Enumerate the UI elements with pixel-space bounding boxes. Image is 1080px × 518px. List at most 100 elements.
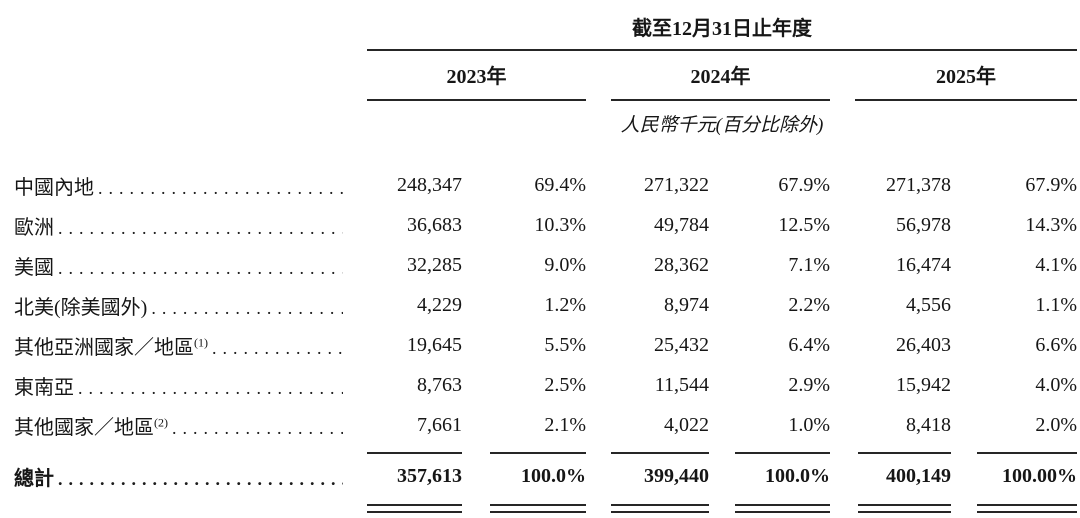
percent-cell: 6.4% [788,333,830,356]
year-2025-header: 2025年 [855,51,1077,101]
year-2023-header: 2023年 [367,51,586,101]
value-cell: 15,942 [896,373,951,396]
unit-note: 人民幣千元(百分比除外) [620,115,824,136]
double-rule [858,504,951,513]
dot-leader [172,418,343,439]
percent-cell: 67.9% [778,173,830,196]
dot-leader [98,178,343,199]
table-row-north-america-ex-us: 北美(除美國外) 4,229 1.2% 8,974 2.2% 4,556 1.1… [14,285,1077,325]
unit-note-row: 人民幣千元(百分比除外) [14,101,1077,139]
value-cell: 19,645 [407,333,462,356]
percent-cell: 69.4% [534,173,586,196]
double-rule [977,504,1077,513]
row-label: 北美(除美國外) [14,296,148,319]
percent-cell: 5.5% [544,333,586,356]
dot-leader [58,218,343,239]
percent-cell: 2.0% [1035,413,1077,436]
percent-cell: 4.1% [1035,253,1077,276]
value-cell: 36,683 [407,213,462,236]
total-value-cell: 399,440 [644,464,709,487]
row-label-cell: 美國 [14,251,367,280]
dot-leader [58,469,343,490]
subtotal-rule-row [14,445,1077,454]
percent-cell: 1.0% [788,413,830,436]
total-percent-cell: 100.0% [765,464,830,487]
row-label: 其他亞洲國家／地區 [14,336,194,359]
revenue-by-region-table: 截至12月31日止年度 2023年 2024年 2025年 人民幣千元(百分比除… [14,12,1077,514]
double-rule [490,504,586,513]
row-label-cell: 歐洲 [14,211,367,240]
percent-cell: 1.2% [544,293,586,316]
double-rule [611,504,709,513]
double-rule [367,504,462,513]
percent-cell: 1.1% [1035,293,1077,316]
rule [858,445,951,454]
total-value-cell: 400,149 [886,464,951,487]
value-cell: 271,378 [886,173,951,196]
percent-cell: 9.0% [544,253,586,276]
dot-leader [212,338,343,359]
row-label: 中國內地 [14,176,94,199]
percent-cell: 2.1% [544,413,586,436]
total-double-rule-row [14,498,1077,514]
rule [367,445,462,454]
rule [977,445,1077,454]
total-value-cell: 357,613 [397,464,462,487]
table-row-other-countries: 其他國家／地區(2) 7,661 2.1% 4,022 1.0% 8,418 2… [14,405,1077,445]
table-row-total: 總計 357,613 100.0% 399,440 100.0% 400,149… [14,454,1077,498]
spacer-row [14,139,1077,165]
percent-cell: 2.9% [788,373,830,396]
footnote-marker: (1) [194,334,208,349]
value-cell: 49,784 [654,213,709,236]
row-label: 美國 [14,256,54,279]
row-label: 東南亞 [14,376,74,399]
value-cell: 11,544 [654,373,709,396]
value-cell: 7,661 [417,413,462,436]
rule [611,445,709,454]
percent-cell: 6.6% [1035,333,1077,356]
value-cell: 25,432 [654,333,709,356]
percent-cell: 2.2% [788,293,830,316]
table-row-southeast-asia: 東南亞 8,763 2.5% 11,544 2.9% 15,942 4.0% [14,365,1077,405]
value-cell: 56,978 [896,213,951,236]
row-label-cell: 總計 [14,462,367,491]
percent-cell: 12.5% [778,213,830,236]
table-row-europe: 歐洲 36,683 10.3% 49,784 12.5% 56,978 14.3… [14,205,1077,245]
percent-cell: 2.5% [544,373,586,396]
percent-cell: 10.3% [534,213,586,236]
value-cell: 271,322 [644,173,709,196]
value-cell: 8,974 [664,293,709,316]
double-rule [735,504,830,513]
value-cell: 4,022 [664,413,709,436]
value-cell: 4,556 [906,293,951,316]
total-label: 總計 [14,467,54,490]
value-cell: 248,347 [397,173,462,196]
percent-cell: 7.1% [788,253,830,276]
rule [490,445,586,454]
row-label-cell: 中國內地 [14,171,367,200]
value-cell: 4,229 [417,293,462,316]
period-header-row: 截至12月31日止年度 [14,12,1077,51]
row-label: 歐洲 [14,216,54,239]
table-row-mainland-china: 中國內地 248,347 69.4% 271,322 67.9% 271,378… [14,165,1077,205]
year-header-row: 2023年 2024年 2025年 [14,51,1077,101]
value-cell: 8,418 [906,413,951,436]
total-percent-cell: 100.00% [1002,464,1077,487]
period-header: 截至12月31日止年度 [367,12,1077,51]
table-row-usa: 美國 32,285 9.0% 28,362 7.1% 16,474 4.1% [14,245,1077,285]
total-percent-cell: 100.0% [521,464,586,487]
row-label-cell: 東南亞 [14,371,367,400]
percent-cell: 4.0% [1035,373,1077,396]
value-cell: 32,285 [407,253,462,276]
row-label-cell: 其他國家／地區(2) [14,411,367,440]
dot-leader [78,378,343,399]
value-cell: 16,474 [896,253,951,276]
year-2024-header: 2024年 [611,51,830,101]
value-cell: 28,362 [654,253,709,276]
footnote-marker: (2) [154,414,168,429]
row-label: 其他國家／地區 [14,416,154,439]
label-column-header-empty [14,12,367,51]
rule [735,445,830,454]
dot-leader [58,258,343,279]
